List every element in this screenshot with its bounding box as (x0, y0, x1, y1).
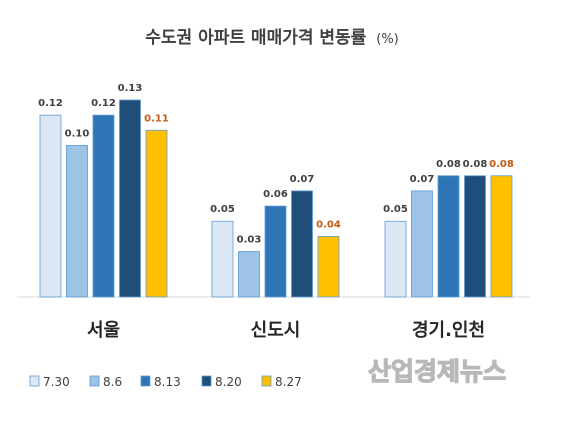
data-label: 0.07 (290, 174, 315, 185)
bar (464, 175, 486, 298)
data-label: 0.06 (263, 189, 288, 200)
value-labels-group: 0.120.100.120.130.110.050.030.060.070.04… (38, 83, 514, 246)
data-label: 0.05 (210, 204, 235, 215)
legend-label: 8.13 (154, 375, 181, 389)
data-label: 0.08 (436, 159, 461, 170)
bar (39, 114, 62, 298)
watermark-logo: 산업경제뉴스 (368, 356, 507, 386)
legend-swatch (89, 375, 100, 387)
bar (490, 175, 513, 298)
bar (411, 190, 433, 298)
data-label: 0.03 (237, 235, 262, 246)
bar (92, 114, 115, 298)
bar (238, 251, 260, 298)
category-label: 신도시 (251, 320, 301, 341)
bar (264, 205, 287, 298)
legend: 7.30 8.6 8.13 8.20 8.27 (29, 375, 302, 389)
legend-swatch (140, 375, 151, 387)
chart-title: 수도권 아파트 매매가격 변동률 (%) (145, 28, 399, 48)
bar (119, 99, 141, 298)
bar (211, 220, 234, 298)
data-label: 0.11 (144, 113, 169, 124)
bar (291, 190, 313, 298)
legend-label: 7.30 (43, 375, 70, 389)
legend-swatch (201, 375, 212, 387)
bar (317, 235, 340, 298)
category-labels-group: 서울 신도시 경기.인천 (87, 320, 485, 341)
data-label: 0.12 (38, 98, 63, 109)
legend-label: 8.27 (275, 375, 302, 389)
bar (66, 145, 88, 298)
svg-text:산업경제뉴스: 산업경제뉴스 (368, 357, 506, 386)
chart-title-unit: (%) (376, 32, 399, 47)
chart-title-text: 수도권 아파트 매매가격 변동률 (145, 28, 366, 48)
data-label: 0.05 (383, 204, 408, 215)
category-label: 서울 (87, 320, 120, 341)
bars-group (39, 99, 513, 298)
data-label: 0.10 (65, 128, 90, 139)
data-label: 0.12 (91, 98, 116, 109)
data-label: 0.07 (410, 174, 435, 185)
category-label: 경기.인천 (412, 320, 485, 341)
bar (145, 129, 168, 298)
data-label: 0.08 (489, 159, 514, 170)
bar (384, 220, 407, 298)
legend-swatch (261, 375, 272, 387)
watermark: 산업경제뉴스 (368, 354, 538, 388)
data-label: 0.04 (316, 219, 341, 230)
bar (437, 175, 460, 298)
data-label: 0.13 (118, 83, 143, 94)
legend-label: 8.6 (103, 375, 122, 389)
legend-swatch (29, 375, 40, 387)
data-label: 0.08 (463, 159, 488, 170)
legend-label: 8.20 (215, 375, 242, 389)
